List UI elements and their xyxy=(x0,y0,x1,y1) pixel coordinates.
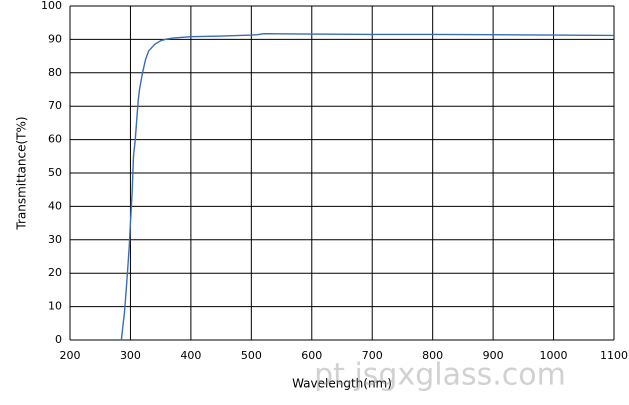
y-tick-label: 70 xyxy=(48,99,62,112)
x-tick-label: 700 xyxy=(362,349,383,362)
y-tick-label: 60 xyxy=(48,133,62,146)
x-tick-label: 600 xyxy=(301,349,322,362)
y-tick-label: 100 xyxy=(41,0,62,12)
x-tick-label: 400 xyxy=(180,349,201,362)
y-tick-label: 30 xyxy=(48,233,62,246)
y-tick-label: 20 xyxy=(48,266,62,279)
y-tick-label: 80 xyxy=(48,66,62,79)
y-tick-label: 90 xyxy=(48,32,62,45)
x-tick-label: 1100 xyxy=(600,349,628,362)
y-tick-label: 0 xyxy=(55,333,62,346)
x-tick-label: 300 xyxy=(120,349,141,362)
x-axis-label: Wavelength(nm) xyxy=(292,377,392,391)
x-tick-label: 800 xyxy=(422,349,443,362)
x-tick-label: 1000 xyxy=(540,349,568,362)
data-line xyxy=(120,33,615,341)
x-tick-label: 200 xyxy=(60,349,81,362)
y-tick-label: 40 xyxy=(48,199,62,212)
x-tick-label: 500 xyxy=(241,349,262,362)
watermark: pt.jsgxglass.com xyxy=(314,358,566,393)
x-tick-label: 900 xyxy=(483,349,504,362)
y-tick-label: 50 xyxy=(48,166,62,179)
y-axis-label: Transmittance(T%) xyxy=(15,116,29,230)
y-tick-label: 10 xyxy=(48,300,62,313)
